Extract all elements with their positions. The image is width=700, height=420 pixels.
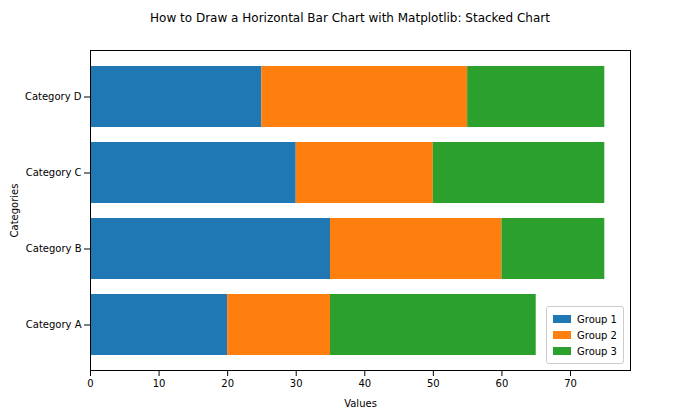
html-text:Group 1: Group 1 xyxy=(577,313,617,325)
svg-text:10: 10 xyxy=(153,378,166,389)
svg-text:Category A: Category A xyxy=(26,319,82,330)
svg-text:Category C: Category C xyxy=(26,167,82,178)
svg-text:60: 60 xyxy=(496,378,509,389)
svg-text:30: 30 xyxy=(290,378,303,389)
svg-text:Values: Values xyxy=(344,398,377,409)
html-text:How to Draw a Horizontal Bar C: How to Draw a Horizontal Bar Chart with … xyxy=(150,11,550,25)
svg-text:Categories: Categories xyxy=(9,184,20,238)
html-text:Group 2: Group 2 xyxy=(577,329,617,341)
html-text:Group 3: Group 3 xyxy=(577,345,617,357)
svg-text:Category B: Category B xyxy=(26,243,82,254)
svg-text:20: 20 xyxy=(221,378,234,389)
svg-text:0: 0 xyxy=(87,378,93,389)
svg-text:50: 50 xyxy=(427,378,440,389)
svg-text:Category D: Category D xyxy=(25,91,82,102)
svg-text:40: 40 xyxy=(358,378,371,389)
svg-text:70: 70 xyxy=(564,378,577,389)
